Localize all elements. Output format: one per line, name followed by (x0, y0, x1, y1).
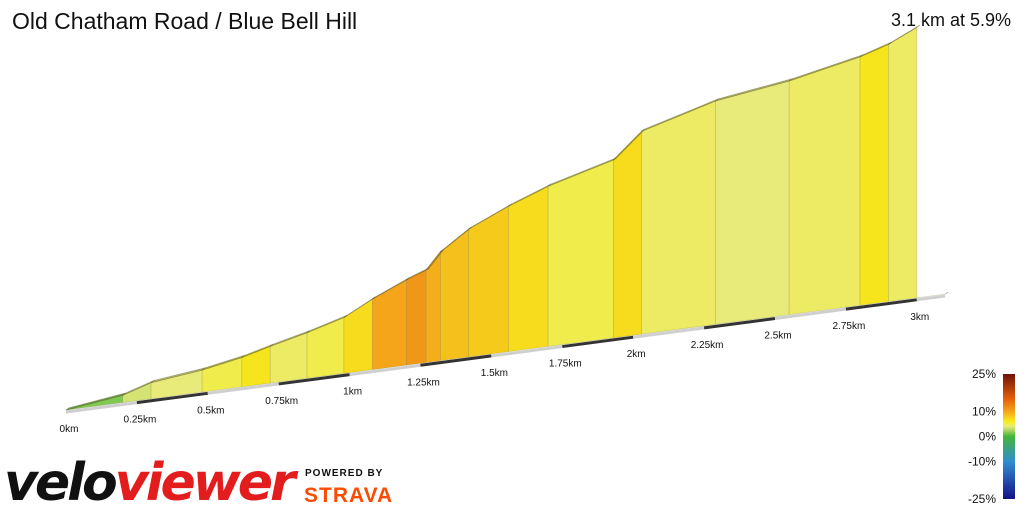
gradient-band (641, 100, 716, 335)
gradient-bands (65, 26, 946, 411)
gradient-legend: 25% 10% 0% -10% -25% (968, 367, 1015, 506)
x-tick-label: 2.75km (833, 321, 866, 332)
axis-segment (65, 401, 138, 414)
gradient-band (468, 205, 509, 358)
gradient-band (715, 80, 790, 325)
profile-end-face (944, 291, 949, 295)
x-tick-label: 0km (60, 424, 79, 435)
gradient-band (788, 56, 861, 315)
x-tick-label: 1.75km (549, 359, 582, 370)
x-tick-label: 2.5km (764, 331, 791, 342)
axis-segment (420, 354, 492, 367)
veloviewer-logo: veloviewer (4, 453, 299, 510)
axis-segment (633, 326, 705, 339)
axis-segment (562, 335, 634, 349)
gradient-band (406, 269, 427, 366)
legend-label: -25% (968, 492, 996, 506)
axis-segment (845, 298, 917, 311)
gradient-legend-bar (1003, 374, 1015, 499)
x-tick-label: 2.25km (691, 340, 724, 351)
x-tick-label: 1.5km (481, 368, 508, 379)
axis-segment (207, 382, 279, 395)
x-tick-label: 0.5km (197, 405, 224, 416)
branding: veloviewer POWERED BY STRAVA (4, 453, 393, 510)
x-tick-label: 0.75km (265, 396, 298, 407)
profile-edges (65, 24, 949, 411)
axis-segment (136, 391, 208, 405)
x-tick-label: 3km (910, 312, 929, 323)
gradient-band (859, 43, 889, 306)
gradient-band (371, 279, 407, 370)
legend-label: -10% (968, 455, 996, 469)
axis-segment (774, 307, 847, 320)
axis-segment (916, 294, 946, 302)
profile-ridge (888, 24, 921, 45)
gradient-band (343, 298, 373, 374)
powered-by-label: POWERED BY (305, 468, 383, 479)
x-tick-label: 1.25km (407, 377, 440, 388)
x-tick-label: 0.25km (124, 415, 157, 426)
axis-segment (349, 363, 421, 377)
climb-summary: 3.1 km at 5.9% (890, 10, 1011, 30)
gradient-band (508, 185, 549, 352)
legend-label: 25% (972, 367, 996, 381)
axis-segment (491, 345, 563, 358)
gradient-band (306, 317, 345, 379)
x-tick-label: 1km (343, 387, 362, 398)
distance-axis: 0km 0.25km 0.5km 0.75km 1km 1.25km 1.5km 1.75km… (60, 294, 946, 435)
gradient-band (888, 26, 918, 302)
chart-title: Old Chatham Road / Blue Bell Hill (12, 8, 358, 34)
legend-label: 0% (979, 430, 997, 444)
x-tick-label: 2km (627, 349, 646, 360)
strava-logo: STRAVA (304, 484, 393, 507)
legend-label: 10% (972, 405, 996, 419)
axis-segment (703, 317, 776, 330)
gradient-band (269, 332, 308, 384)
axis-segment (278, 373, 350, 386)
gradient-band (547, 159, 614, 347)
gradient-band (613, 130, 643, 339)
